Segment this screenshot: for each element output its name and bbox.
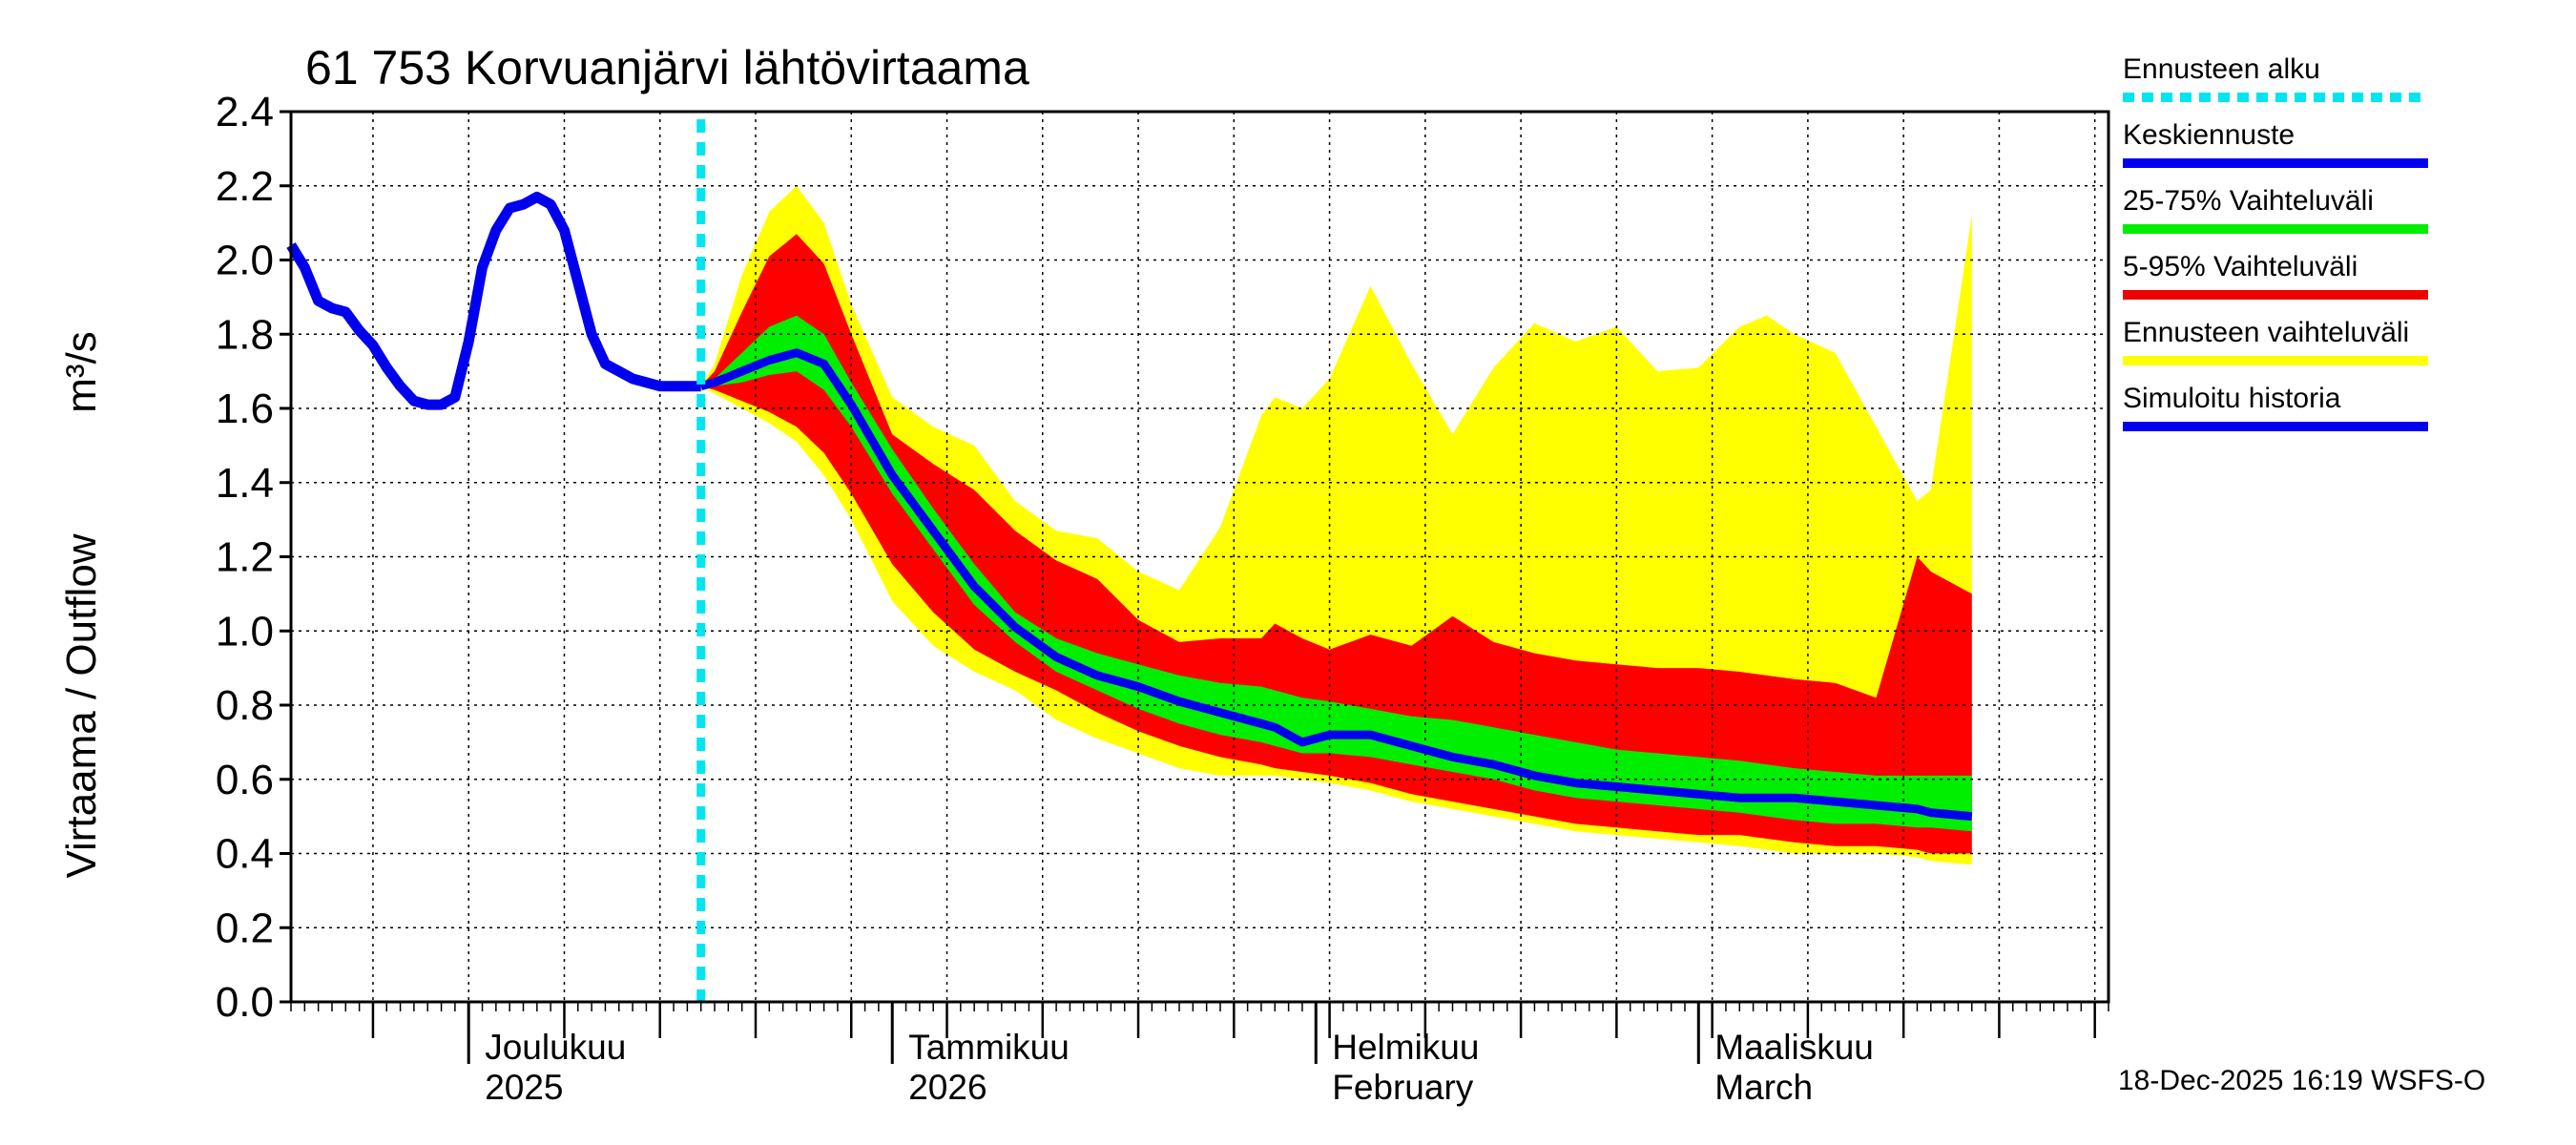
legend-label: 5-95% Vaihteluväli (2123, 251, 2358, 282)
band-5-95 (700, 234, 1972, 854)
y-tick-label: 2.2 (216, 163, 274, 210)
y-tick-label: 0.0 (216, 979, 274, 1026)
legend: Ennusteen alku Keskiennuste 25-75% Vaihtel… (2123, 53, 2428, 431)
y-axis-unit: m³/s (58, 331, 105, 413)
y-tick-label: 1.6 (216, 385, 274, 432)
legend-label: Ennusteen vaihteluväli (2123, 317, 2409, 348)
history-line (286, 191, 701, 410)
y-tick-label: 0.6 (216, 757, 274, 803)
legend-label: Keskiennuste (2123, 119, 2295, 151)
x-month-label: Joulukuu (485, 1028, 626, 1067)
legend-label: Simuloitu historia (2123, 383, 2341, 414)
x-year-label: March (1714, 1068, 1813, 1107)
legend-label: 25-75% Vaihteluväli (2123, 185, 2374, 217)
x-year-label: 2025 (485, 1068, 563, 1107)
legend-label: Ennusteen alku (2123, 53, 2320, 85)
y-axis: 0.0 0.2 0.4 0.6 0.8 1.0 1.2 1.4 1.6 1.8 2.0 2.2 2.4 (216, 89, 291, 1026)
y-tick-label: 0.4 (216, 831, 274, 878)
x-month-label: Maaliskuu (1714, 1028, 1874, 1067)
x-month-label: Tammikuu (908, 1028, 1070, 1067)
y-tick-label: 1.0 (216, 608, 274, 655)
x-year-label: 2026 (908, 1068, 987, 1107)
chart-title: 61 753 Korvuanjärvi lähtövirtaama (305, 41, 1029, 94)
series-lines (286, 119, 1973, 1002)
footer-timestamp: 18-Dec-2025 16:19 WSFS-O (2118, 1065, 2485, 1096)
y-tick-label: 2.4 (216, 89, 274, 135)
y-tick-label: 1.8 (216, 311, 274, 358)
x-year-label: February (1332, 1068, 1474, 1107)
x-month-label: Helmikuu (1332, 1028, 1479, 1067)
forecast-bands (700, 185, 1972, 865)
median-forecast-line (699, 348, 1973, 822)
y-axis-label: Virtaama / Outflow (58, 533, 105, 878)
y-tick-label: 1.2 (216, 534, 274, 581)
grid-lines (291, 112, 2109, 1002)
y-tick-label: 0.2 (216, 905, 274, 951)
y-tick-label: 1.4 (216, 460, 274, 507)
y-tick-label: 2.0 (216, 238, 274, 284)
y-tick-label: 0.8 (216, 682, 274, 729)
